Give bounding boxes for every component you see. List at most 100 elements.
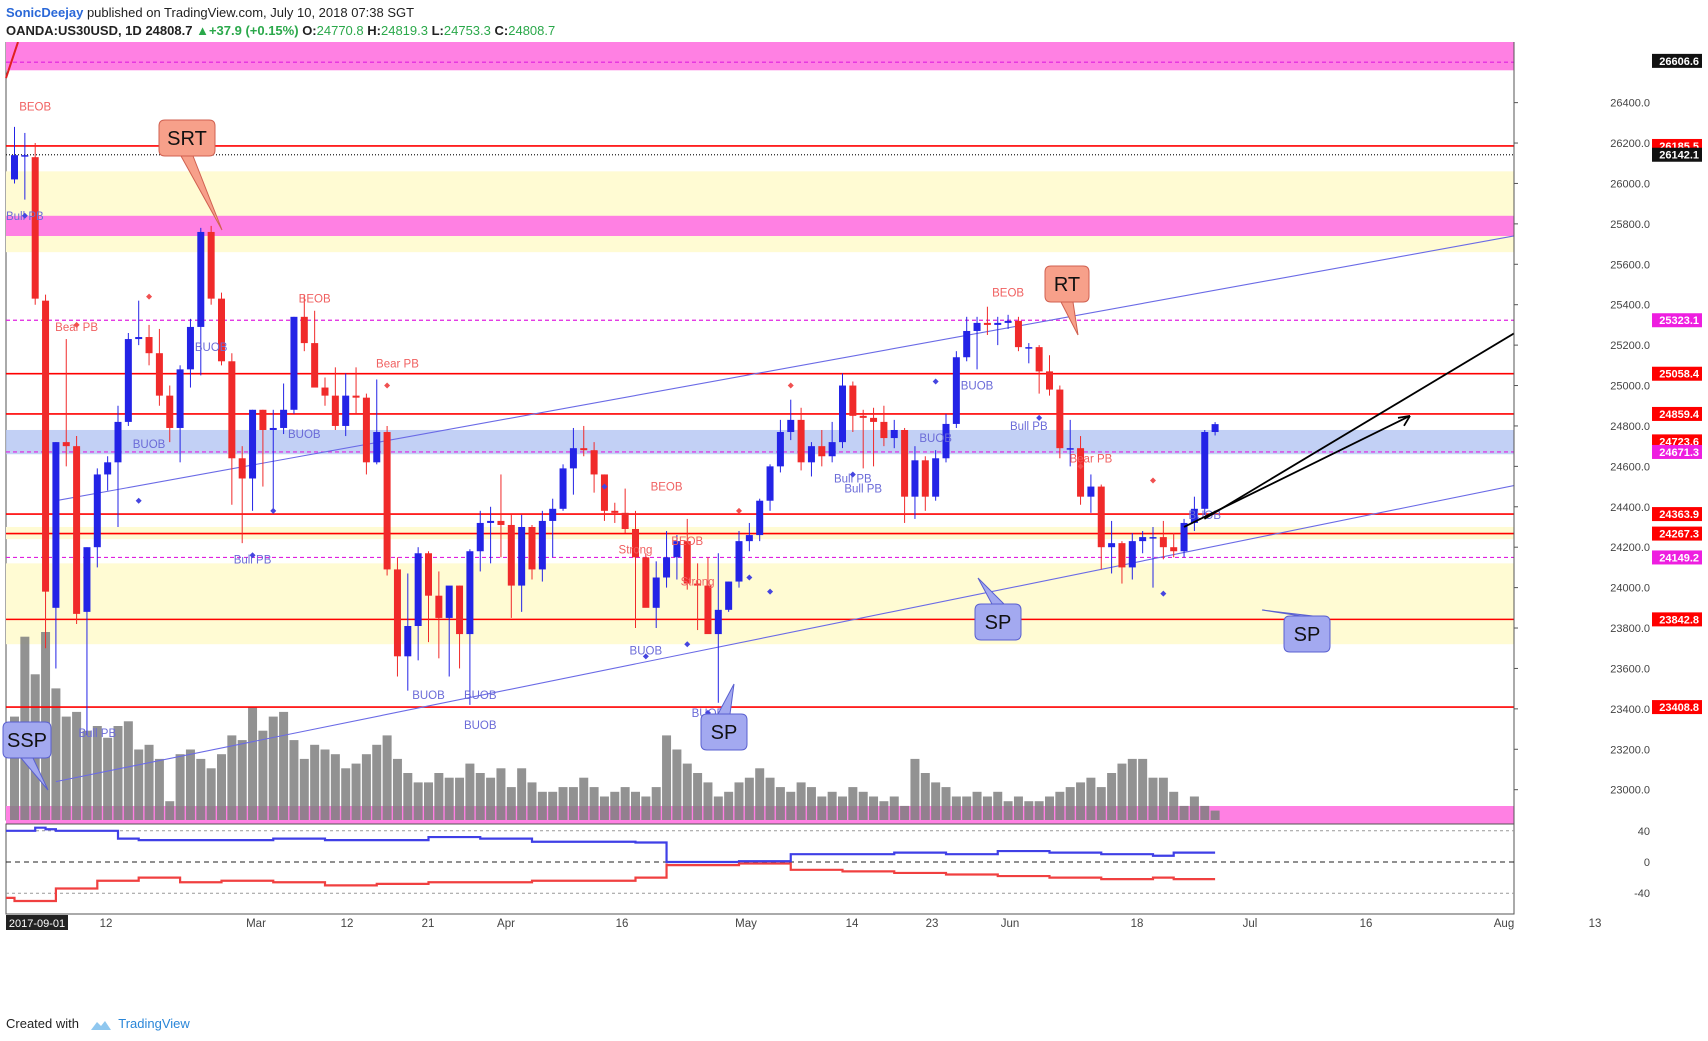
volume-bar	[72, 711, 82, 820]
signal-marker	[849, 471, 856, 478]
candle-body	[745, 535, 753, 542]
time-axis-label: 23	[926, 918, 939, 930]
volume-bar	[123, 721, 133, 820]
candle-body	[342, 395, 350, 426]
candle-body	[725, 581, 733, 610]
candle-body	[259, 409, 267, 430]
candle-body	[818, 446, 826, 457]
pattern-label: Strong	[681, 577, 715, 589]
volume-bar	[724, 791, 734, 820]
price-level-label: 25323.1	[1659, 315, 1699, 327]
time-axis-label: 13	[1589, 918, 1602, 930]
low-value: 24753.3	[443, 23, 491, 38]
volume-bar	[631, 791, 640, 820]
volume-bar	[817, 796, 827, 820]
price-chart[interactable]: BEOB Bull PB Bear PB BUOB BUOB BEOB Bear PB BUO…	[0, 42, 1708, 1010]
price-level-badge	[1652, 612, 1702, 627]
volume-bar	[320, 749, 330, 820]
trendline-lower	[55, 457, 1649, 783]
candle-body	[21, 155, 29, 157]
volume-bar	[165, 801, 175, 820]
pattern-label: Bull PB	[1010, 421, 1048, 433]
candle-body	[249, 409, 257, 479]
low-label: L:	[431, 23, 444, 38]
candle-body	[994, 322, 1002, 325]
callout-srt: SRT	[158, 119, 223, 231]
tradingview-brand[interactable]: TradingView	[118, 1016, 190, 1031]
volume-bar	[734, 782, 744, 820]
candle-body	[1180, 522, 1188, 552]
candle-body	[280, 409, 288, 428]
signal-marker	[746, 574, 753, 581]
candle-body	[766, 466, 774, 501]
trendline-upper	[55, 233, 1526, 502]
volume-bar	[1138, 758, 1148, 820]
callout-text: SRT	[167, 128, 207, 150]
candle-body	[704, 585, 712, 635]
price-axis-bg	[1514, 42, 1708, 930]
price-level-badge	[1652, 700, 1702, 715]
pattern-label: BUOB	[464, 720, 497, 732]
candle-body	[414, 553, 422, 627]
candle-body	[549, 508, 557, 521]
candle-body	[352, 395, 360, 398]
close-value: 24808.7	[508, 23, 556, 38]
candle-body	[487, 520, 495, 523]
volume-bar	[1117, 763, 1127, 820]
signal-marker	[249, 552, 256, 559]
volume-bar	[496, 768, 506, 820]
price-tick-label: 25200.0	[1610, 340, 1650, 352]
volume-bar	[341, 768, 351, 820]
callout-pointer	[1261, 609, 1314, 617]
candle-body	[1201, 432, 1209, 509]
indicator-pane	[5, 823, 1515, 915]
time-axis-label: 12	[341, 918, 354, 930]
time-axis-label: Jun	[1001, 918, 1020, 930]
candle-body	[559, 468, 567, 509]
candle-body	[207, 231, 215, 299]
price-level-badge	[1652, 444, 1702, 459]
price-tick-label: 24400.0	[1610, 502, 1650, 514]
volume-bar	[279, 711, 289, 820]
tradingview-logo-icon	[90, 1020, 111, 1030]
candle-body	[73, 446, 81, 614]
candle-body	[870, 417, 878, 422]
volume-bar	[599, 796, 609, 820]
volume-bar	[61, 716, 71, 820]
pattern-label: Bear PB	[376, 358, 419, 370]
volume-bar	[744, 777, 754, 820]
candle-body	[93, 474, 101, 548]
price-tick-label: 23200.0	[1610, 744, 1650, 756]
volume-bar	[258, 730, 268, 820]
candle-body	[507, 524, 515, 586]
volume-bar	[475, 773, 485, 820]
candle-body	[1128, 541, 1136, 568]
callout-pointer	[717, 683, 735, 715]
volume-bar	[434, 773, 444, 820]
time-axis-label: 12	[100, 918, 113, 930]
volume-bar	[641, 796, 651, 820]
symbol-title[interactable]: OANDA:US30USD, 1D	[6, 23, 142, 38]
author-link[interactable]: SonicDeejay	[6, 5, 84, 20]
candle-body	[1014, 320, 1022, 348]
candle-body	[911, 460, 919, 497]
volume-bar	[931, 782, 941, 820]
footer: Created with TradingView	[6, 1016, 190, 1031]
candle-body	[632, 529, 639, 558]
candle-body	[973, 322, 981, 331]
price-level-label: 24149.2	[1659, 552, 1699, 564]
volume-bar	[672, 749, 682, 820]
candle-body	[694, 583, 702, 586]
pattern-label: BEOB	[671, 536, 703, 548]
callout-sp: SP	[700, 683, 748, 751]
time-axis-label: May	[735, 918, 757, 930]
publish-line: SonicDeejay published on TradingView.com…	[6, 5, 414, 20]
price-level-badge	[1652, 526, 1702, 541]
volume-bar	[941, 787, 951, 820]
candle-body	[1149, 537, 1157, 539]
pattern-label: Bull PB	[234, 554, 272, 566]
signal-marker	[1036, 414, 1043, 421]
candle-body	[580, 448, 588, 451]
candle-body	[621, 512, 629, 530]
signal-marker	[21, 212, 28, 219]
